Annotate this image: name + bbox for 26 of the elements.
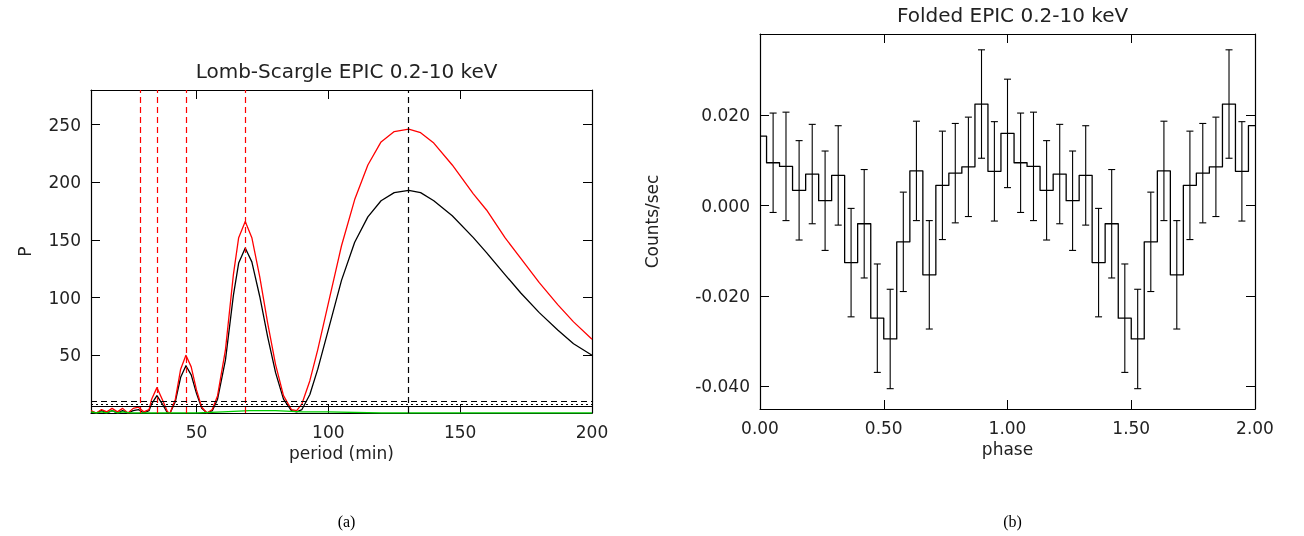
x-tick-label: 150 bbox=[443, 421, 477, 442]
y-tick-label: 200 bbox=[48, 172, 81, 193]
x-tick-label: 200 bbox=[575, 421, 609, 442]
y-tick-label: 250 bbox=[48, 114, 81, 135]
x-tick-label: 0.50 bbox=[864, 417, 903, 438]
y-tick-label: 150 bbox=[48, 229, 81, 250]
y-axis-title: P bbox=[14, 246, 35, 257]
y-tick-label: 50 bbox=[59, 345, 81, 366]
y-axis-title: Counts/sec bbox=[641, 174, 662, 269]
y-tick-label: -0.040 bbox=[695, 376, 750, 397]
chart-title: Folded EPIC 0.2-10 keV bbox=[896, 3, 1129, 27]
text: (a) bbox=[337, 512, 356, 531]
chart-title: Lomb-Scargle EPIC 0.2-10 keV bbox=[195, 59, 498, 83]
y-tick-label: 0.020 bbox=[701, 105, 750, 126]
y-tick-label: -0.020 bbox=[695, 286, 750, 307]
x-axis-title: period (min) bbox=[289, 443, 394, 464]
y-tick-label: 0.000 bbox=[701, 195, 750, 216]
x-tick-label: 50 bbox=[185, 421, 208, 442]
x-tick-label: 2.00 bbox=[1236, 417, 1274, 438]
x-tick-label: 1.00 bbox=[988, 417, 1027, 438]
x-tick-label: 1.50 bbox=[1112, 417, 1151, 438]
text: (b) bbox=[1003, 512, 1022, 531]
x-tick-label: 100 bbox=[312, 421, 345, 442]
y-tick-label: 100 bbox=[48, 287, 81, 308]
x-axis-title: phase bbox=[981, 439, 1034, 460]
x-tick-label: 0.00 bbox=[741, 417, 779, 438]
